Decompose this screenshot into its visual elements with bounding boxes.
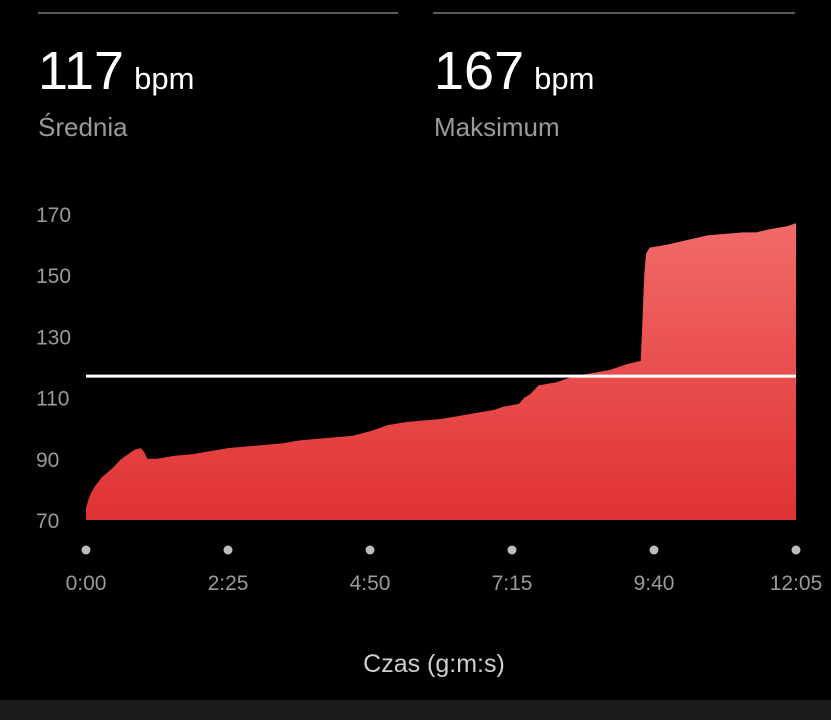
heart-rate-area: [86, 223, 796, 520]
bottom-bar: [0, 700, 831, 720]
average-stat: 117 bpm Średnia: [38, 40, 194, 143]
x-tick-label: 0:00: [66, 572, 107, 595]
y-tick-label: 130: [36, 326, 71, 349]
x-tick-label: 12:05: [770, 572, 823, 595]
y-tick-label: 150: [36, 265, 71, 288]
x-tick-label: 9:40: [634, 572, 675, 595]
x-axis: 0:00 2:25 4:50 7:15 9:40 12:05: [66, 545, 823, 595]
x-tick-dot: [81, 545, 91, 555]
x-tick-label: 4:50: [350, 572, 391, 595]
x-tick-dot: [649, 545, 659, 555]
x-tick-dot: [791, 545, 801, 555]
maximum-stat: 167 bpm Maksimum: [434, 40, 594, 143]
x-tick-dot: [223, 545, 233, 555]
divider-left: [38, 12, 398, 14]
x-tick-dot: [507, 545, 517, 555]
maximum-label: Maksimum: [434, 112, 560, 142]
y-tick-label: 90: [36, 449, 59, 472]
y-axis: 70 90 110 130 150 170: [36, 204, 71, 533]
x-tick-label: 7:15: [492, 572, 533, 595]
average-label: Średnia: [38, 112, 128, 142]
y-tick-label: 70: [36, 510, 59, 533]
maximum-unit: bpm: [534, 61, 595, 96]
heart-rate-chart: 70 90 110 130 150 170 0:00 2:25 4:50 7:15 9:40 12:…: [36, 204, 823, 678]
y-tick-label: 170: [36, 204, 71, 227]
average-unit: bpm: [134, 61, 195, 96]
x-axis-title: Czas (g:m:s): [363, 650, 505, 678]
average-value: 117: [38, 41, 125, 101]
y-tick-label: 110: [36, 388, 69, 411]
maximum-value: 167: [434, 41, 525, 101]
x-tick-label: 2:25: [208, 572, 249, 595]
divider-right: [433, 12, 795, 14]
x-tick-dot: [365, 545, 375, 555]
